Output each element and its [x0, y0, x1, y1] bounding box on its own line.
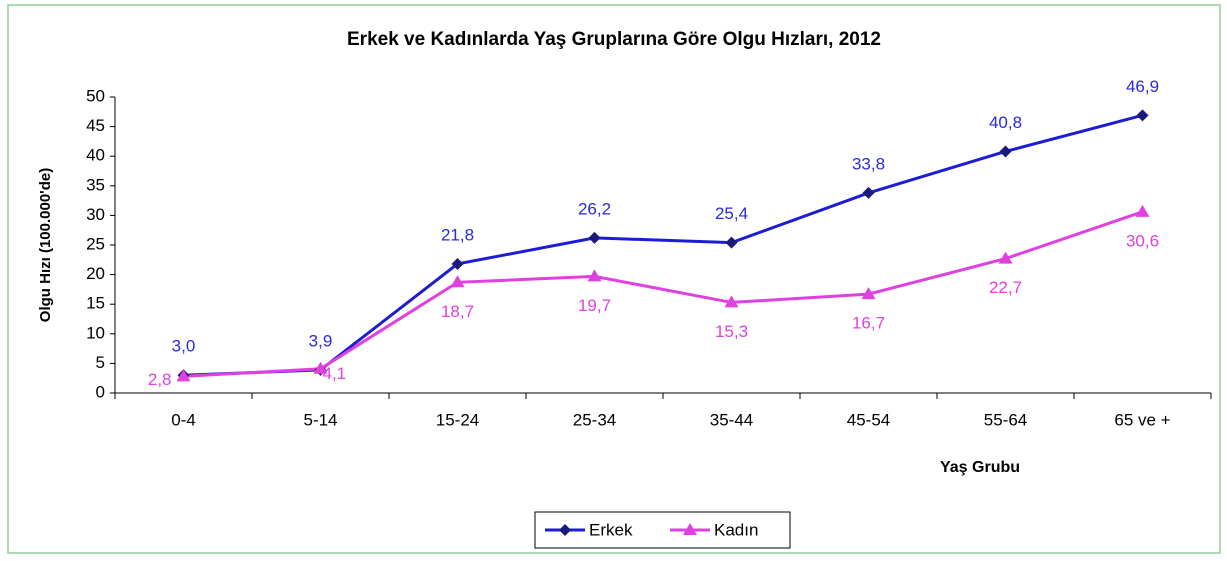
data-point [176, 369, 191, 382]
series-line [183, 113, 1143, 377]
data-label: 25,4 [715, 204, 748, 223]
data-label: 30,6 [1126, 231, 1159, 250]
y-tick-label: 15 [86, 294, 105, 313]
x-tick-label: 15-24 [436, 410, 479, 429]
x-tick-label: 0-4 [171, 410, 196, 429]
data-point [313, 361, 328, 374]
data-point [861, 287, 876, 300]
data-label: 40,8 [989, 113, 1022, 132]
legend-label: Erkek [589, 520, 633, 539]
legend-marker [559, 524, 571, 536]
y-tick-label: 25 [86, 234, 105, 253]
y-tick-label: 50 [86, 86, 105, 105]
data-point [724, 295, 739, 308]
data-label: 18,7 [441, 302, 474, 321]
y-tick-label: 40 [86, 146, 105, 165]
y-axis-title: Olgu Hızı (100.000'de) [37, 168, 54, 322]
x-tick-label: 65 ve + [1114, 410, 1170, 429]
y-tick-label: 10 [86, 323, 105, 342]
series-line [183, 210, 1143, 378]
data-label: 15,3 [715, 322, 748, 341]
y-tick-label: 5 [96, 353, 105, 372]
data-label: 16,7 [852, 314, 885, 333]
chart-title: Erkek ve Kadınlarda Yaş Gruplarına Göre … [347, 29, 881, 50]
data-label: 2,8 [148, 370, 172, 389]
legend-marker [683, 523, 697, 535]
y-tick-label: 45 [86, 116, 105, 135]
x-axis-title: Yaş Grubu [940, 459, 1020, 476]
x-tick-label: 5-14 [303, 410, 337, 429]
data-label: 26,2 [578, 199, 611, 218]
data-point [451, 257, 464, 270]
data-label: 4,1 [323, 364, 347, 383]
data-point [1136, 109, 1149, 122]
data-label: 21,8 [441, 225, 474, 244]
y-tick-label: 30 [86, 205, 105, 224]
data-label: 19,7 [578, 296, 611, 315]
x-tick-label: 35-44 [710, 410, 753, 429]
data-point [1135, 204, 1150, 217]
data-point [998, 251, 1013, 264]
data-point [725, 236, 738, 249]
data-point [999, 145, 1012, 158]
y-tick-label: 35 [86, 175, 105, 194]
data-label: 3,9 [309, 331, 333, 350]
data-point [587, 269, 602, 282]
y-tick-label: 20 [86, 264, 105, 283]
y-tick-label: 0 [96, 382, 105, 401]
data-point [588, 231, 601, 244]
data-label: 46,9 [1126, 77, 1159, 96]
x-tick-label: 45-54 [847, 410, 890, 429]
x-tick-label: 55-64 [984, 410, 1027, 429]
data-label: 33,8 [852, 154, 885, 173]
data-point [450, 275, 465, 288]
data-label: 3,0 [172, 337, 196, 356]
data-label: 22,7 [989, 278, 1022, 297]
data-point [862, 186, 875, 199]
x-tick-label: 25-34 [573, 410, 616, 429]
legend-label: Kadın [714, 520, 758, 539]
